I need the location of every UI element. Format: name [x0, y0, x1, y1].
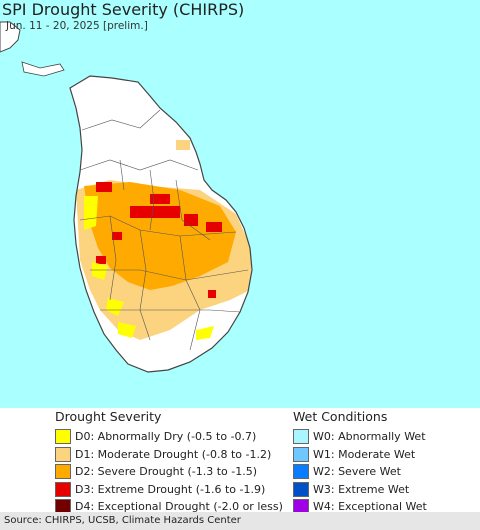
legend-label: D4: Exceptional Drought (-2.0 or less) [75, 500, 283, 514]
legend-label: W4: Exceptional Wet [313, 500, 427, 514]
d3-patch [112, 232, 122, 240]
legend-label: W2: Severe Wet [313, 465, 401, 479]
legend-label: D2: Severe Drought (-1.3 to -1.5) [75, 465, 258, 479]
map-title: SPI Drought Severity (CHIRPS) [2, 0, 245, 19]
d0-region [118, 322, 136, 338]
drought-legend-heading: Drought Severity [55, 409, 162, 424]
w3-swatch [293, 481, 309, 497]
legend-label: W3: Extreme Wet [313, 482, 410, 496]
source-footer: Source: CHIRPS, UCSB, Climate Hazards Ce… [0, 512, 480, 530]
legend-item-w3: W3: Extreme Wet [293, 481, 427, 499]
d2-region [84, 182, 236, 290]
d2-swatch [55, 464, 71, 480]
legend-label: W1: Moderate Wet [313, 447, 416, 461]
india-coast [0, 21, 21, 53]
d0-region [92, 262, 108, 280]
map-subtitle: Jun. 11 - 20, 2025 [prelim.] [6, 20, 148, 32]
d0-swatch [55, 429, 71, 445]
legend-item-d4: D4: Exceptional Drought (-2.0 or less) [55, 498, 283, 516]
legend-item-w0: W0: Abnormally Wet [293, 428, 427, 446]
d0-region [84, 196, 98, 230]
legend-item-d3: D3: Extreme Drought (-1.6 to -1.9) [55, 481, 283, 499]
legend-label: D0: Abnormally Dry (-0.5 to -0.7) [75, 430, 257, 444]
district-borders [79, 109, 249, 351]
legend-label: D1: Moderate Drought (-0.8 to -1.2) [75, 447, 272, 461]
d3-patch [150, 194, 170, 204]
d3-swatch [55, 481, 71, 497]
drought-map [0, 0, 480, 408]
d3-patch [208, 290, 216, 298]
d3-patch [206, 222, 222, 232]
legend-item-w1: W1: Moderate Wet [293, 446, 427, 464]
d0-region [196, 326, 214, 340]
legend-item-w4: W4: Exceptional Wet [293, 498, 427, 516]
india-coast-islets [21, 61, 65, 77]
d3-patch [130, 206, 180, 218]
wet-legend-heading: Wet Conditions [293, 409, 388, 424]
d3-patch [184, 214, 198, 226]
legend-item-d0: D0: Abnormally Dry (-0.5 to -0.7) [55, 428, 283, 446]
d3-patch [96, 256, 106, 264]
ocean-background [0, 0, 480, 408]
d1-patch-northeast [176, 140, 190, 150]
legend-item-d2: D2: Severe Drought (-1.3 to -1.5) [55, 463, 283, 481]
drought-overlay [76, 180, 252, 340]
d1-swatch [55, 446, 71, 462]
sri-lanka-outline [69, 75, 253, 373]
legend-item-d1: D1: Moderate Drought (-0.8 to -1.2) [55, 446, 283, 464]
wet-legend: Wet Conditions W0: Abnormally Wet W1: Mo… [293, 409, 427, 516]
w0-swatch [293, 429, 309, 445]
legend-item-w2: W2: Severe Wet [293, 463, 427, 481]
drought-legend: Drought Severity D0: Abnormally Dry (-0.… [55, 409, 283, 516]
w1-swatch [293, 446, 309, 462]
d0-region [106, 298, 124, 316]
w2-swatch [293, 464, 309, 480]
legend-label: W0: Abnormally Wet [313, 430, 426, 444]
d3-patch [96, 182, 112, 192]
legend-label: D3: Extreme Drought (-1.6 to -1.9) [75, 482, 266, 496]
